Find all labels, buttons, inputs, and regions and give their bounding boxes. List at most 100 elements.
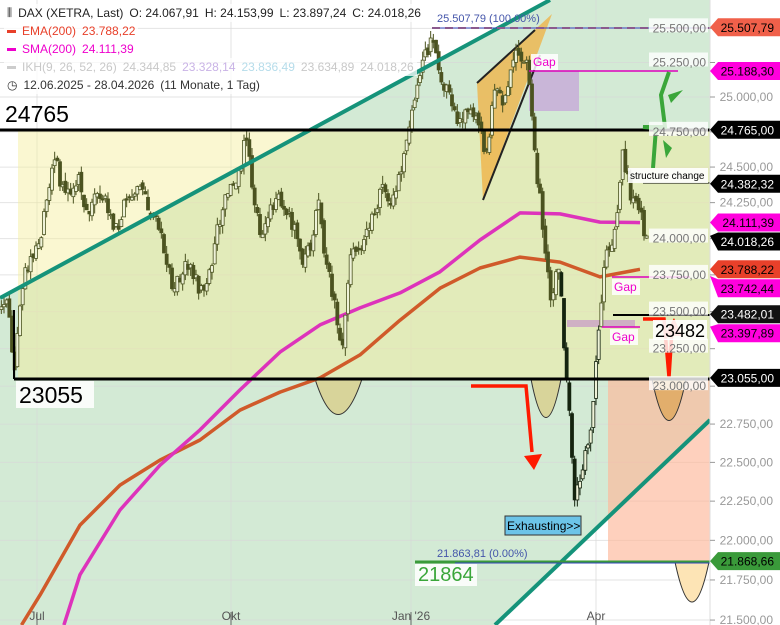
level-label-21864: 21864 [418,564,474,586]
candle-down [100,198,105,201]
candle-up [207,269,212,284]
trendline-upper[interactable] [0,0,551,300]
y-tick-label: 24.250,00 [720,196,774,210]
candle-up [644,235,649,239]
candlestick-icon: ⫼ [7,7,13,19]
ikh-value-2: 23.328,14 [182,60,236,74]
candle-up [428,37,433,53]
candle-up [463,109,468,124]
candle-down [434,39,438,54]
fib-top-label: 25.507,79 (100.00%) [437,13,540,25]
gap-label-2-bg [612,279,640,295]
symbol-name[interactable]: DAX (XETRA, Last) [18,6,124,20]
gap-label-1-bg [531,54,558,70]
price-tag [710,260,780,279]
candle-up [236,169,241,187]
y-tick-label: 23.500,00 [653,305,707,319]
y-tick-label-bg [649,264,708,279]
red-down-arrow [471,384,542,470]
candle-down [562,298,566,349]
y-tick-label-bg [649,18,708,33]
candle-down [564,347,569,381]
candle-up [204,283,209,292]
trendline-lower[interactable] [493,418,712,625]
level-label-23055-bg [16,381,94,408]
candle-up [228,183,233,196]
price-tag-label: 23.055,00 [721,371,775,385]
candle-down [636,197,641,211]
x-tick-label: Okt [222,609,241,623]
ikh-value-4: 23.634,89 [300,60,355,74]
candle-up [39,237,44,248]
y-tick-label: 24.750,00 [653,125,707,139]
trend-channel-fill [0,0,710,625]
candle-up [28,256,33,273]
candlesticks [0,31,649,507]
time-axis[interactable]: Jul Okt Jan '26 Apr [29,609,605,625]
candle-up [378,188,382,208]
legend-ema-row[interactable]: EMA(200) 23.788,22 [4,22,139,40]
candle-up [348,254,353,286]
candle-up [90,201,94,217]
candle-up [71,187,76,198]
candle-up [351,248,356,259]
price-tag [710,368,780,387]
candle-up [391,194,396,207]
candle-up [303,253,308,268]
price-axis[interactable]: 25.500,00 25.250,00 25.000,00 24.750,00 24.5… [649,18,773,625]
candle-down [258,214,262,235]
candle-down [538,183,542,194]
candle-up [407,126,412,144]
candle-down [548,270,553,301]
candle-up [615,212,620,228]
candle-up [508,69,513,88]
candle-up [15,333,20,368]
candle-up [260,233,265,239]
candle-down [439,72,444,83]
price-tag [710,18,780,37]
ikh-swatch-icon [7,65,16,69]
candle-down [63,180,68,193]
exhausting-box [504,515,582,536]
y-tick-label-bg [649,52,708,67]
candle-up [412,99,417,108]
y-tick-label: 21.750,00 [720,573,774,587]
candle-up [599,302,604,328]
ema-swatch-icon [7,29,16,33]
y-tick-label: 23.250,00 [653,342,707,356]
candle-down [164,253,169,265]
candle-down [279,191,284,207]
candle-up [50,167,54,191]
ikh-value-3: 23.836,49 [241,60,295,74]
candle-up [402,153,406,173]
bowl-4 [674,561,710,603]
legend-ikh-row[interactable]: IKH(9, 26, 52, 26) 24.344,85 23.328,14 2… [4,58,417,76]
candle-down [535,152,540,185]
candle-up [364,228,369,237]
candle-up [263,223,268,235]
candle-up [223,194,228,210]
candle-down [546,251,550,273]
candle-up [132,193,137,197]
candle-up [52,159,57,167]
price-tag-label: 25.507,79 [721,21,775,35]
candle-down [447,84,452,93]
price-tag-label: 24.018,26 [721,235,775,249]
price-tag-label: 23.397,89 [721,327,775,341]
legend-sma-row[interactable]: SMA(200) 24.111,39 [4,40,137,58]
candle-up [346,282,350,315]
candle-down [479,121,484,131]
candle-up [74,185,78,192]
candle-up [311,234,316,252]
price-tag-label: 23.788,22 [721,263,775,277]
candle-down [335,301,340,326]
y-tick-label-bg [649,121,708,136]
price-tag-label: 25.188,30 [721,64,775,78]
candle-down [79,171,84,193]
candle-up [580,469,585,480]
gap-label-3-bg [610,329,638,345]
candle-up [20,288,25,306]
candle-up [266,217,270,228]
chart-legend: ⫼ DAX (XETRA, Last) O: 24.067,91 H: 24.1… [4,4,424,94]
